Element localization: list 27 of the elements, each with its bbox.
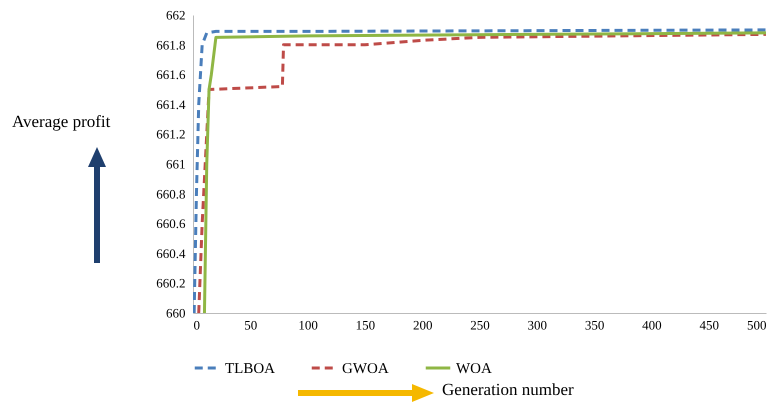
x-tick-label: 150 <box>356 318 376 332</box>
x-tick-label: 500 <box>747 318 766 332</box>
x-tick-label: 450 <box>699 318 719 332</box>
y-tick-label: 662 <box>166 8 186 22</box>
y-tick-label: 661.6 <box>156 67 186 82</box>
x-tick-label: 0 <box>194 318 200 332</box>
legend-label: WOA <box>456 361 492 377</box>
x-axis-title: Generation number <box>442 380 574 400</box>
x-tick-label: 100 <box>298 318 318 332</box>
y-tick-label: 660.2 <box>156 276 186 291</box>
y-tick-label: 660 <box>166 306 186 320</box>
x-tick-label: 200 <box>412 318 432 332</box>
y-tick-label: 661.8 <box>156 37 186 52</box>
y-tick-label: 661.2 <box>156 126 186 142</box>
x-tick-label: 350 <box>584 318 604 332</box>
y-tick-label: 660.4 <box>156 246 186 261</box>
x-tick-label: 50 <box>244 318 258 332</box>
x-tick-label: 300 <box>528 318 548 332</box>
y-tick-label: 661 <box>166 156 186 172</box>
y-axis-title: Average profit <box>12 112 110 132</box>
y-tick-label: 660.6 <box>156 216 186 232</box>
x-tick-label: 250 <box>470 318 490 332</box>
y-tick-label: 660.8 <box>156 186 186 202</box>
x-tick-label: 400 <box>642 318 662 332</box>
legend-label: TLBOA <box>225 361 276 377</box>
y-tick-label: 661.4 <box>156 96 186 112</box>
legend-label: GWOA <box>342 361 389 377</box>
